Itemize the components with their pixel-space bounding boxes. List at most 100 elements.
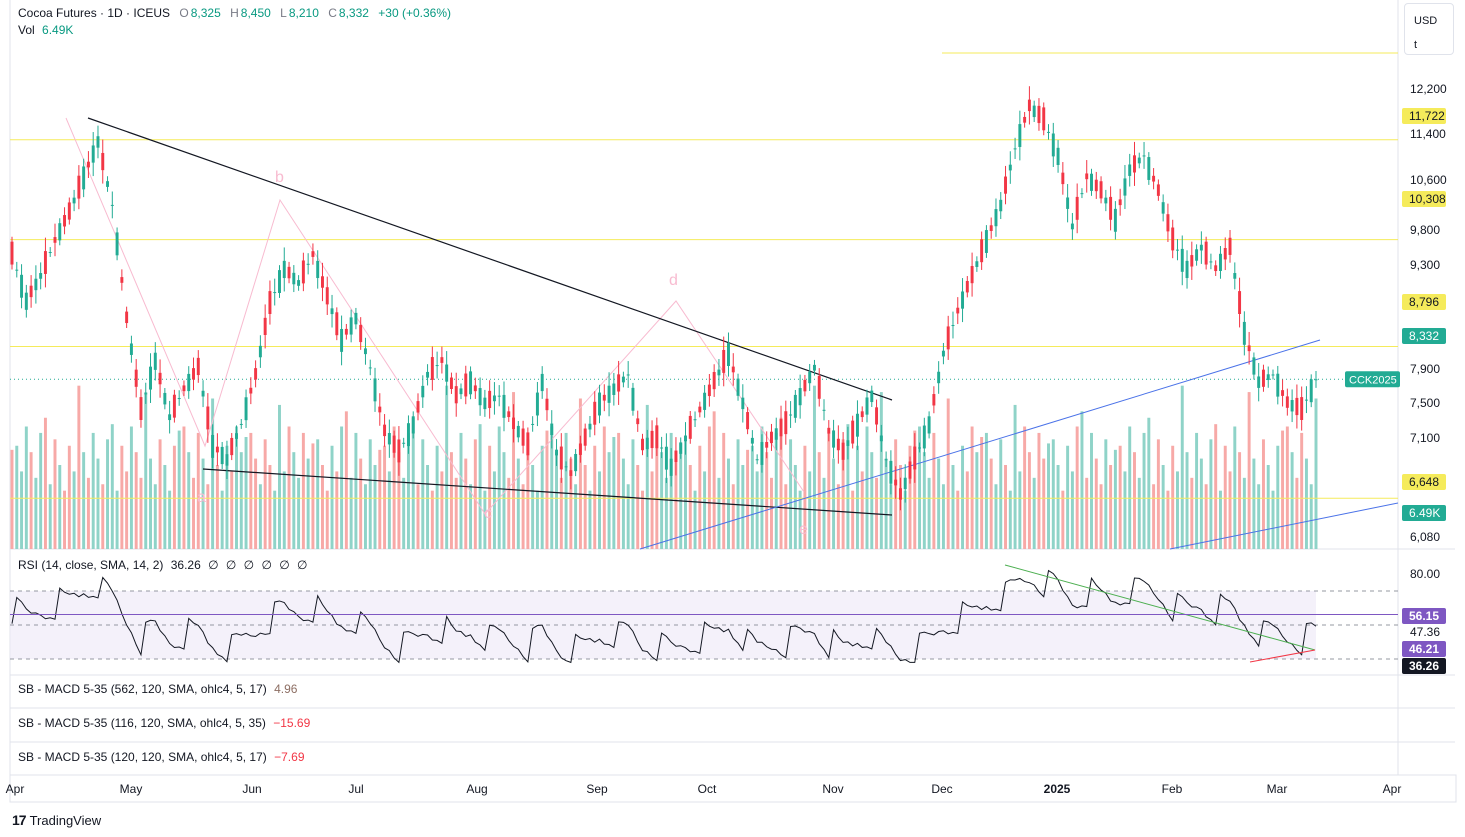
volume-bar [134,452,138,549]
candle-body [330,308,334,315]
candle-body [1123,178,1127,196]
candle-body [43,251,47,274]
candle-body [855,413,859,437]
volume-bar [731,484,735,549]
volume-bar [125,471,129,549]
price-badge-label: 6.49K [1409,506,1440,520]
volume-bar [1008,490,1012,549]
candle-body [1285,396,1289,408]
candle-body [521,428,525,446]
volume-bar [43,417,47,549]
rsi-tick: 47.36 [1410,625,1440,639]
candle-body [344,328,348,335]
volume-bar [469,484,473,549]
blue-trendline-volume [1169,502,1399,550]
volume-bar [445,385,449,549]
candle-body [760,442,764,465]
volume-bar [387,471,391,549]
candle-body [48,252,52,254]
volume-label: Vol [18,23,35,37]
volume-bar [956,490,960,549]
time-tick: Nov [822,782,843,796]
candle-body [1242,321,1246,345]
candle-body [1023,116,1027,123]
price-legend: Cocoa Futures · 1D · ICEUS O 8,325 H 8,450… [18,6,451,20]
volume-bar [698,445,702,549]
macd-value-3: −7.69 [274,750,305,764]
price-badge-label: 8,796 [1409,295,1439,309]
candle-body [454,386,458,404]
volume-bar [650,471,654,549]
candle-body [1032,105,1036,118]
candle-body [430,357,434,380]
volume-bar [746,449,750,549]
candle-body [784,411,788,435]
time-tick: 2025 [1044,782,1071,796]
volume-bar [1300,432,1304,549]
candle-body [373,378,377,402]
candle-body [970,266,974,284]
candle-body [989,225,993,232]
candle-body [956,307,960,314]
volume-bar [196,432,200,549]
volume-bar [932,432,936,549]
candle-body [440,357,444,363]
rsi-badge-label: 46.21 [1409,642,1439,656]
volume-bar [53,439,57,549]
candle-body [258,345,262,358]
candle-body [239,423,243,425]
volume-bar [182,426,186,549]
volume-bar [502,452,506,549]
candle-body [402,442,406,444]
wave-label-c: c [484,505,492,522]
volume-bar [583,465,587,549]
candle-body [139,397,143,420]
volume-bar [1094,458,1098,549]
volume-bar [67,445,71,549]
time-tick: Jun [242,782,261,796]
candle-body [822,409,826,411]
candle-body [1109,196,1113,220]
volume-bar [459,432,463,549]
volume-bar [1156,439,1160,549]
candle-body [750,437,754,444]
candle-body [1004,176,1007,194]
candle-body [278,270,281,293]
candle-body [765,441,769,448]
volume-bar [239,452,243,549]
time-tick: Sep [586,782,608,796]
volume-bar [1004,465,1007,549]
price-badge-label: 6,648 [1409,475,1439,489]
candle-body [282,260,286,279]
volume-bar [621,458,625,549]
volume-bar [120,445,124,549]
volume-bar [798,490,802,549]
candle-body [301,260,305,284]
volume-bar [34,477,38,549]
candle-body [363,348,367,355]
volume-bar [793,465,797,549]
volume-bar [531,465,535,549]
volume-bar [937,458,941,549]
time-tick: Aug [466,782,487,796]
currency-unit-selector[interactable]: USD t [1404,3,1454,55]
candle-body [1276,373,1280,397]
tradingview-logo[interactable]: 17 TradingView [12,812,101,828]
volume-value: 6.49K [42,23,74,37]
volume-bar [206,484,210,549]
volume-bar [789,439,793,549]
candle-body [1309,379,1313,403]
volume-bar [244,437,248,549]
candle-body [211,434,215,458]
candle-body [550,423,554,436]
volume-bar [301,432,305,549]
volume-bar [1032,477,1036,549]
candle-body [287,266,291,279]
volume-bar [139,477,143,549]
price-badge [1402,328,1446,344]
candle-body [220,446,224,465]
candle-body [746,412,750,430]
candle-body [507,411,511,418]
candle-body [1037,105,1041,124]
